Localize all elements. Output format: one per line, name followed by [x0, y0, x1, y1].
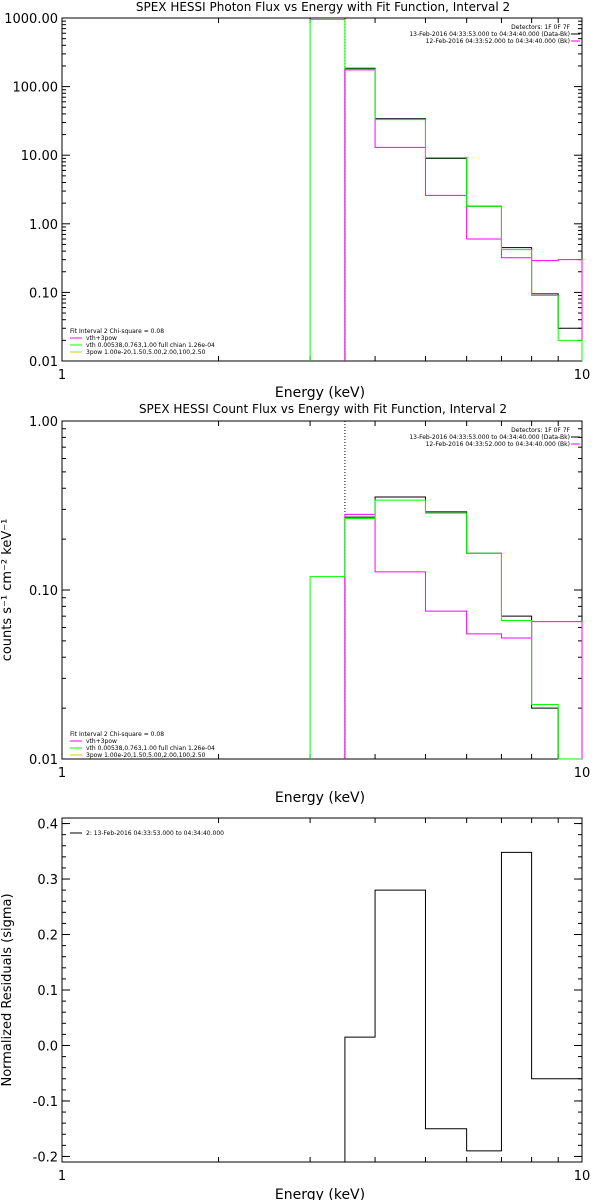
y-tick-label: 0.3 — [37, 873, 58, 888]
photon-flux-fit-legend: Fit Interval 2 Chi-square = 0.08 vth+3po… — [70, 328, 215, 356]
y-tick-label: 0.01 — [29, 355, 58, 370]
series-0-step-line — [344, 496, 582, 760]
photon-flux-legend-bk: 12-Feb-2016 04:33:52.000 to 04:34:40.000… — [426, 38, 570, 45]
photon-flux-series — [309, 18, 583, 361]
count-flux-legend-data: 13-Feb-2016 04:33:53.000 to 04:34:40.000… — [409, 434, 570, 441]
y-tick-label: 1.00 — [29, 415, 58, 430]
residuals-plot-frame — [61, 817, 583, 1163]
series-2-step-line — [309, 499, 582, 760]
photon-flux-plot-frame — [61, 17, 583, 362]
count-flux-fit-legend: Fit Interval 2 Chi-square = 0.08 vth+3po… — [70, 731, 215, 759]
count-flux-fit-vth-label: vth 0.00538,0.763,1.00 full chian 1.26e-… — [86, 745, 215, 752]
residuals-x-axis-label: Energy (keV) — [275, 1187, 365, 1200]
count-flux-y-axis-label: counts s⁻¹ cm⁻² keV⁻¹ — [0, 519, 15, 662]
photon-flux-info-legend: Detectors: 1F 0F 7F 13-Feb-2016 04:33:53… — [409, 24, 580, 45]
y-tick-label: -0.2 — [33, 1150, 58, 1165]
x-tick-label: 1 — [58, 1169, 66, 1184]
photon-flux-title: SPEX HESSI Photon Flux vs Energy with Fi… — [136, 0, 510, 14]
count-flux-panel: SPEX HESSI Count Flux vs Energy with Fit… — [0, 402, 590, 806]
y-tick-label: 0.10 — [29, 286, 58, 301]
series-0-step-line — [344, 851, 583, 1162]
y-tick-label: 1000.00 — [4, 12, 58, 27]
residuals-y-ticks: -0.2 -0.1 0.0 0.1 0.2 0.3 0.4 — [33, 818, 582, 1165]
residuals-legend-label: 2: 13-Feb-2016 04:33:53.000 to 04:34:40.… — [86, 830, 224, 837]
residuals-x-ticks: 1 10 — [58, 818, 590, 1184]
y-tick-label: 0.2 — [37, 929, 58, 944]
photon-flux-y-ticks: 0.01 0.10 1.00 10.00 100.00 1000.00 — [4, 12, 582, 370]
photon-flux-fit-3pow-label: 3pow 1.00e-20,1.50,5.00,2.00,100,2.50 — [86, 349, 206, 356]
photon-flux-fit-header: Fit Interval 2 Chi-square = 0.08 — [70, 328, 164, 335]
series-2-step-line — [309, 19, 583, 361]
residuals-legend: 2: 13-Feb-2016 04:33:53.000 to 04:34:40.… — [70, 830, 224, 837]
count-flux-legend-bk: 12-Feb-2016 04:33:52.000 to 04:34:40.000… — [426, 441, 570, 448]
residuals-series — [344, 851, 583, 1162]
photon-flux-legend-data: 13-Feb-2016 04:33:53.000 to 04:34:40.000… — [409, 31, 570, 38]
residuals-y-axis-label: Normalized Residuals (sigma) — [0, 893, 15, 1086]
y-tick-label: 0.10 — [29, 584, 58, 599]
count-flux-plot-frame — [61, 420, 583, 760]
photon-flux-x-ticks: 1 10 — [58, 18, 590, 383]
series-1-step-line — [344, 513, 583, 759]
x-tick-label: 10 — [574, 1169, 591, 1184]
count-flux-series — [309, 421, 583, 760]
series-0-step-line — [344, 67, 583, 361]
x-tick-label: 1 — [58, 766, 66, 781]
count-flux-detectors-label: Detectors: 1F 0F 7F — [511, 427, 570, 434]
x-tick-label: 10 — [574, 766, 591, 781]
photon-flux-panel: SPEX HESSI Photon Flux vs Energy with Fi… — [4, 0, 590, 401]
count-flux-title: SPEX HESSI Count Flux vs Energy with Fit… — [139, 402, 507, 416]
count-flux-info-legend: Detectors: 1F 0F 7F 13-Feb-2016 04:33:53… — [409, 427, 580, 448]
y-tick-label: 100.00 — [13, 81, 59, 96]
y-tick-label: -0.1 — [33, 1095, 58, 1110]
residuals-panel: Energy (keV) Normalized Residuals (sigma… — [0, 817, 590, 1200]
x-tick-label: 10 — [574, 368, 591, 383]
photon-flux-detectors-label: Detectors: 1F 0F 7F — [511, 24, 570, 31]
count-flux-y-ticks: 0.01 0.10 1.00 — [29, 415, 582, 768]
count-flux-fit-3pow-label: 3pow 1.00e-20,1.50,5.00,2.00,100,2.50 — [86, 752, 206, 759]
y-tick-label: 0.0 — [37, 1039, 58, 1054]
count-flux-x-axis-label: Energy (keV) — [275, 790, 365, 806]
count-flux-fit-header: Fit Interval 2 Chi-square = 0.08 — [70, 731, 164, 738]
photon-flux-x-axis-label: Energy (keV) — [275, 385, 365, 401]
y-tick-label: 10.00 — [21, 149, 58, 164]
x-tick-label: 1 — [58, 368, 66, 383]
count-flux-x-ticks: 1 10 — [58, 421, 590, 781]
photon-flux-fit-total-label: vth+3pow — [86, 335, 117, 342]
photon-flux-fit-vth-label: vth 0.00538,0.763,1.00 full chian 1.26e-… — [86, 342, 215, 349]
count-flux-fit-total-label: vth+3pow — [86, 738, 117, 745]
y-tick-label: 1.00 — [29, 218, 58, 233]
series-1-step-line — [344, 69, 583, 361]
y-tick-label: 0.01 — [29, 753, 58, 768]
y-tick-label: 0.4 — [37, 818, 58, 833]
y-tick-label: 0.1 — [37, 984, 58, 999]
